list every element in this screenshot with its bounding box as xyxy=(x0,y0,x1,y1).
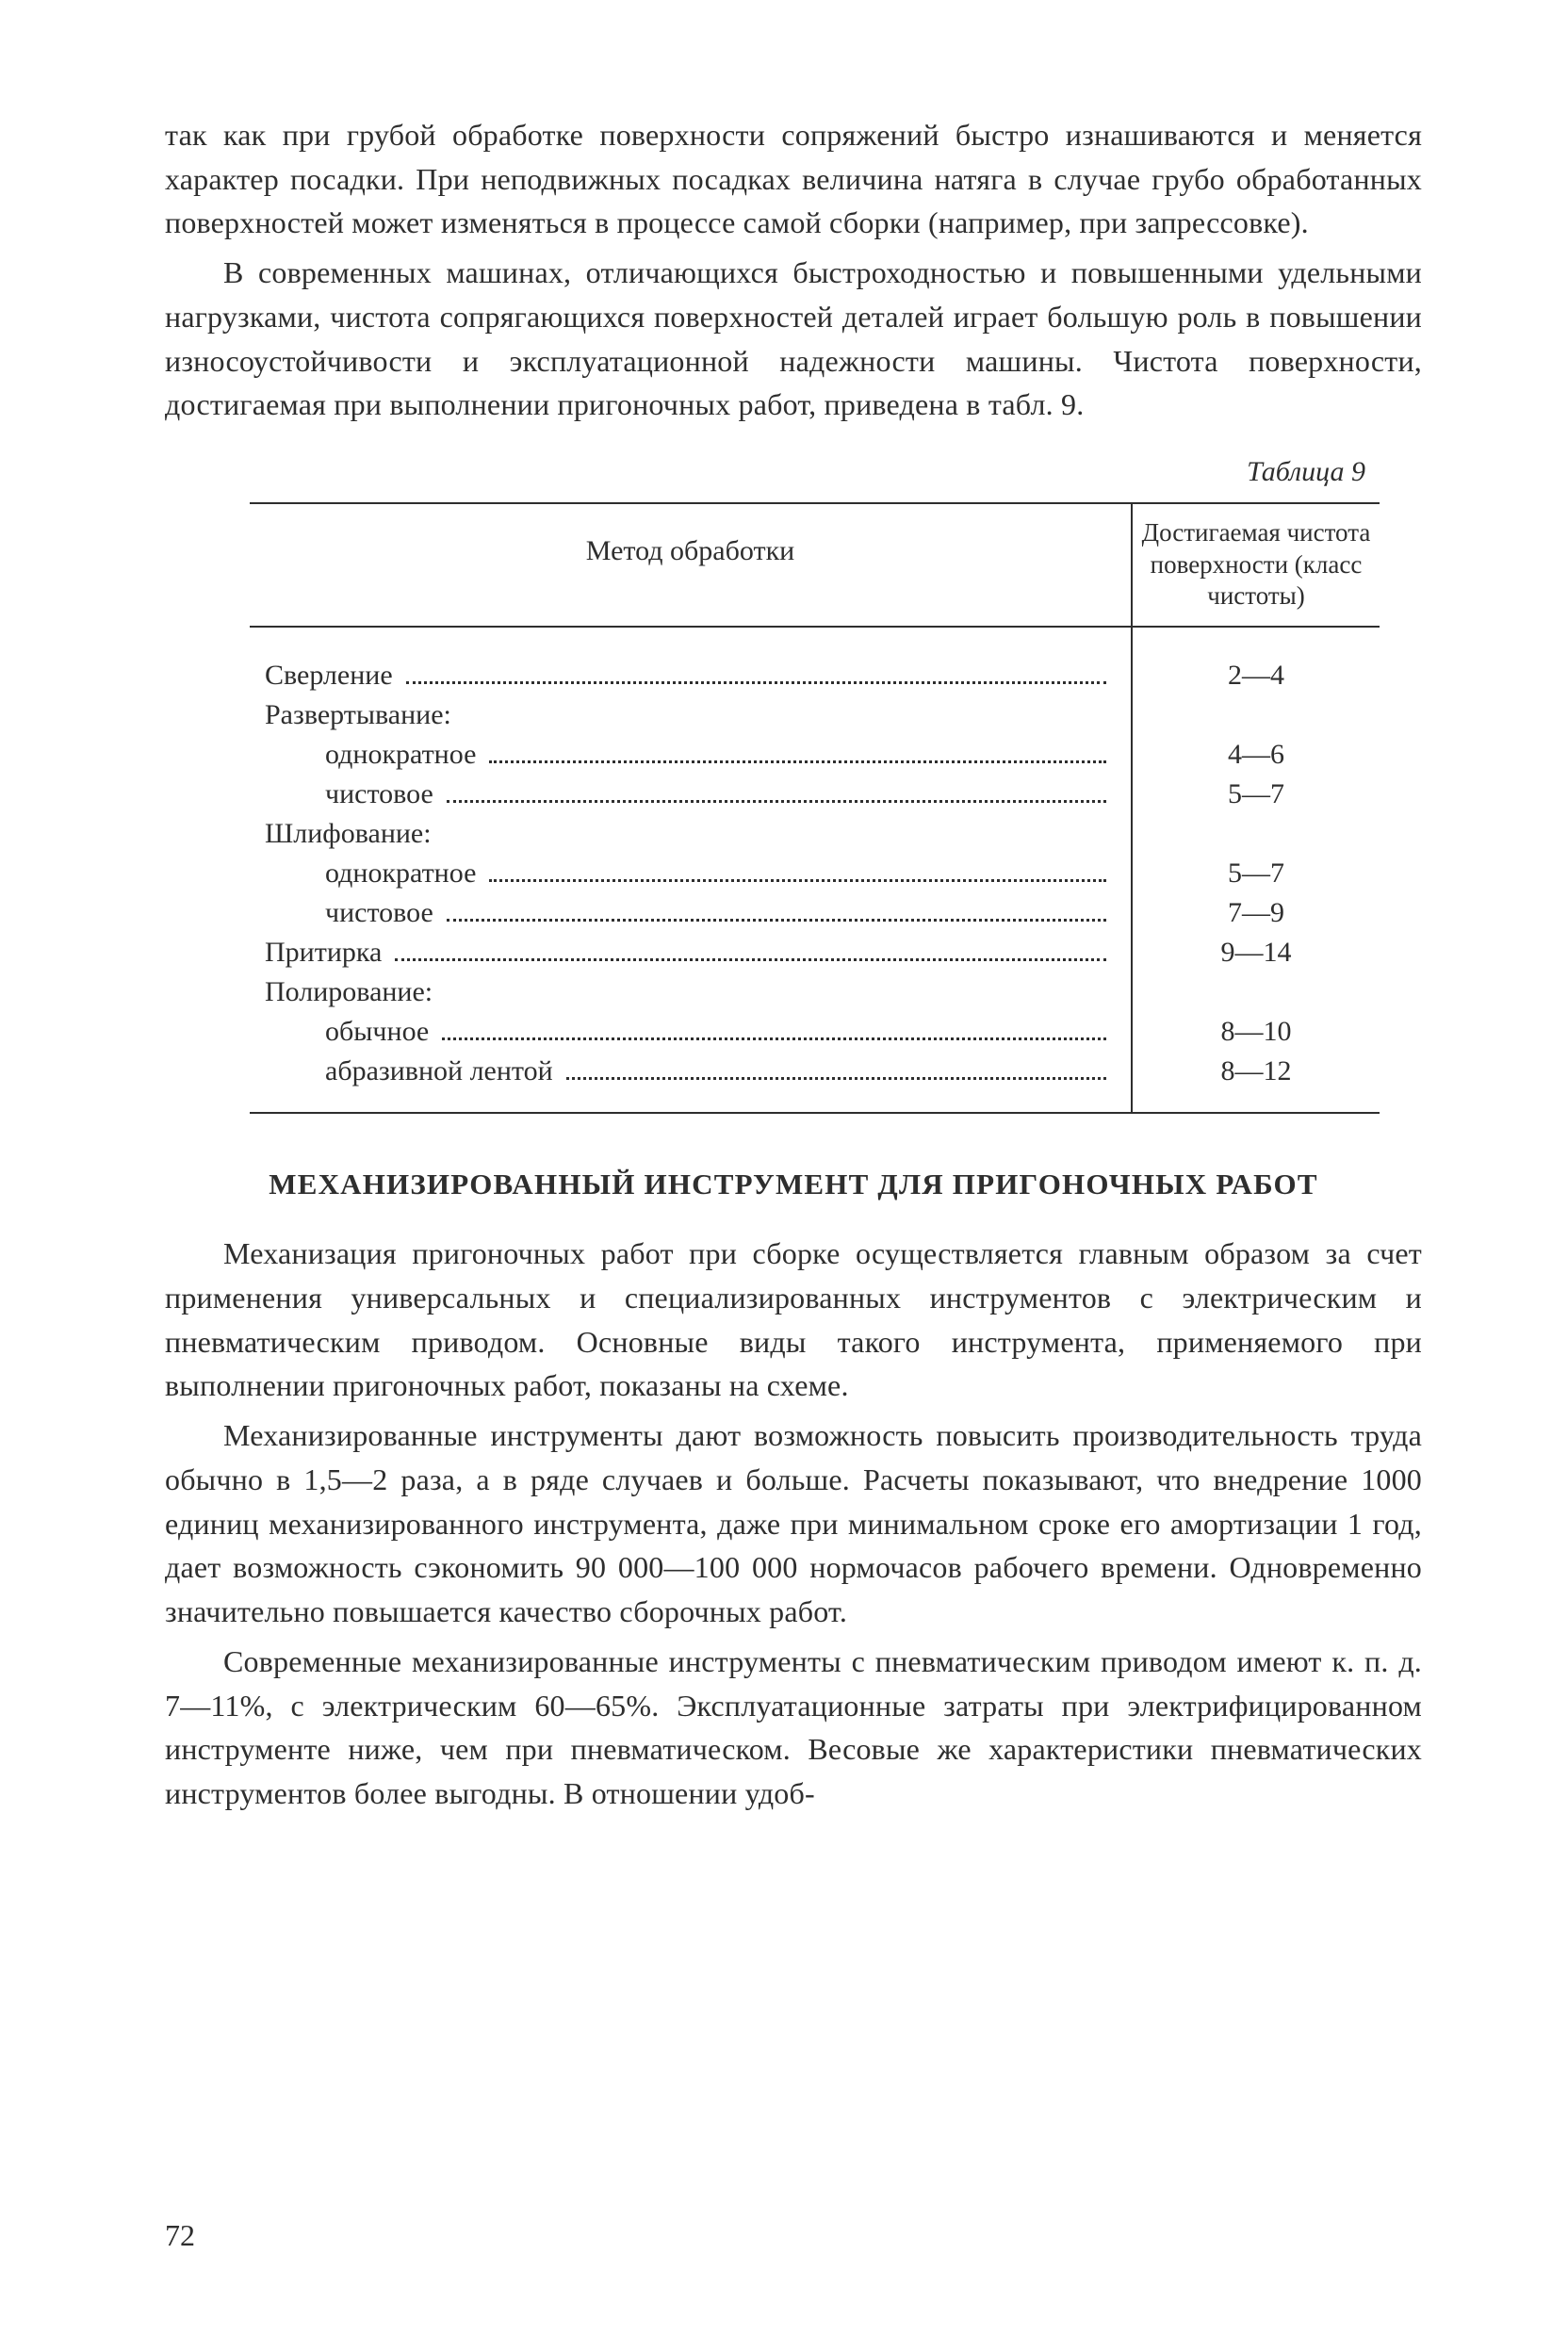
row-label: однократное xyxy=(325,854,476,893)
table-body: Сверление Развертывание: однократное чис… xyxy=(250,628,1380,1114)
row-label: Притирка xyxy=(265,933,382,972)
dot-leader xyxy=(406,660,1106,684)
row-label: чистовое xyxy=(325,775,433,814)
row-value: 2—4 xyxy=(1138,656,1374,695)
paragraph-1: так как при грубой обработке поверхности… xyxy=(165,113,1422,245)
row-value: 8—12 xyxy=(1138,1052,1374,1091)
table-row: Развертывание: xyxy=(265,695,1116,735)
dot-leader xyxy=(395,937,1106,961)
page-number: 72 xyxy=(165,2213,195,2258)
table-row: Шлифование: xyxy=(265,814,1116,854)
dot-leader xyxy=(489,739,1106,763)
paragraph-4: Механизированные инструменты дают возмож… xyxy=(165,1413,1422,1634)
table-row: чистовое xyxy=(265,893,1116,933)
dot-leader xyxy=(566,1055,1106,1080)
row-label: Сверление xyxy=(265,656,393,695)
table-row: Сверление xyxy=(265,656,1116,695)
row-label: Шлифование: xyxy=(265,814,432,854)
section-heading: МЕХАНИЗИРОВАННЫЙ ИНСТРУМЕНТ ДЛЯ ПРИГОНОЧ… xyxy=(165,1163,1422,1205)
row-value: 7—9 xyxy=(1138,893,1374,933)
paragraph-2: В современных машинах, отличающихся быст… xyxy=(165,251,1422,427)
table-header-method: Метод обработки xyxy=(250,504,1131,626)
row-value xyxy=(1138,695,1374,735)
row-label: чистовое xyxy=(325,893,433,933)
row-value: 8—10 xyxy=(1138,1012,1374,1052)
table-row: чистовое xyxy=(265,775,1116,814)
document-page: так как при грубой обработке поверхности… xyxy=(0,0,1568,2352)
table-9: Метод обработки Достигаемая чистота пове… xyxy=(250,502,1380,1114)
row-value: 4—6 xyxy=(1138,735,1374,775)
table-row: обычное xyxy=(265,1012,1116,1052)
table-caption: Таблица 9 xyxy=(165,451,1365,493)
table-header-row: Метод обработки Достигаемая чистота пове… xyxy=(250,504,1380,628)
table-methods-column: Сверление Развертывание: однократное чис… xyxy=(250,628,1131,1112)
paragraph-3: Механизация пригоночных работ при сборке… xyxy=(165,1232,1422,1408)
row-label: обычное xyxy=(325,1012,429,1052)
dot-leader xyxy=(447,778,1106,803)
row-value: 5—7 xyxy=(1138,775,1374,814)
row-label: Развертывание: xyxy=(265,695,451,735)
table-row: однократное xyxy=(265,854,1116,893)
row-label: абразивной лентой xyxy=(325,1052,553,1091)
table-values-column: 2—4 4—6 5—7 5—7 7—9 9—14 8—10 8—12 xyxy=(1131,628,1380,1112)
row-label: Полирование: xyxy=(265,972,433,1012)
row-label: однократное xyxy=(325,735,476,775)
table-header-class: Достигаемая чистота поверхности (класс ч… xyxy=(1131,504,1380,626)
table-row: однократное xyxy=(265,735,1116,775)
row-value: 5—7 xyxy=(1138,854,1374,893)
table-row: Полирование: xyxy=(265,972,1116,1012)
row-value: 9—14 xyxy=(1138,933,1374,972)
row-value xyxy=(1138,972,1374,1012)
table-row: абразивной лентой xyxy=(265,1052,1116,1091)
dot-leader xyxy=(442,1016,1106,1040)
row-value xyxy=(1138,814,1374,854)
dot-leader xyxy=(447,897,1106,922)
table-row: Притирка xyxy=(265,933,1116,972)
paragraph-5: Современные механизированные инструменты… xyxy=(165,1640,1422,1816)
dot-leader xyxy=(489,858,1106,882)
